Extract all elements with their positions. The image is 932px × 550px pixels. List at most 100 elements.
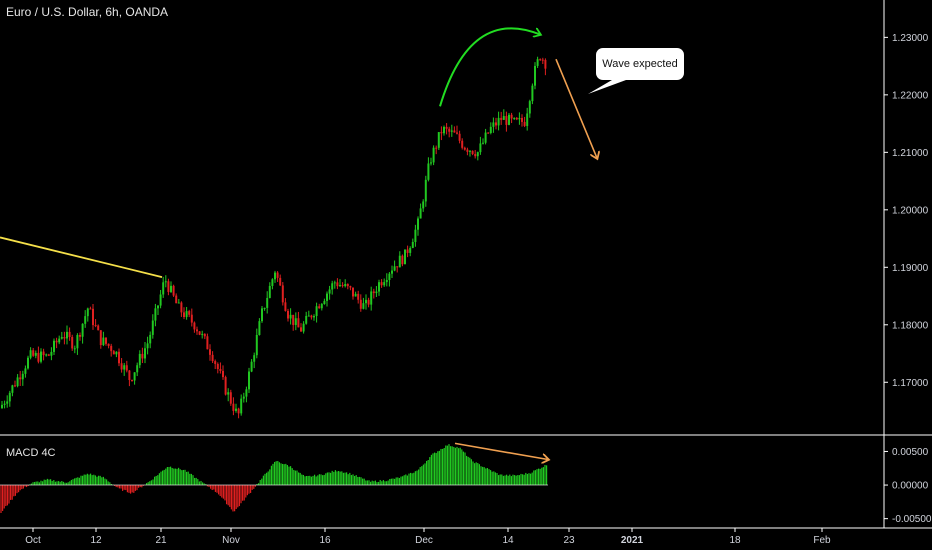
candle-body bbox=[81, 323, 84, 337]
candle-body bbox=[53, 340, 55, 352]
candle-body bbox=[185, 311, 188, 318]
candle-body bbox=[305, 315, 308, 324]
candle-body bbox=[133, 372, 136, 381]
candle-body bbox=[201, 333, 204, 335]
candle-body bbox=[352, 287, 354, 297]
candle-body bbox=[115, 351, 118, 355]
candle-body bbox=[151, 320, 154, 335]
candle-body bbox=[183, 312, 185, 318]
candle-body bbox=[263, 307, 266, 309]
candle-body bbox=[417, 218, 419, 230]
candle-body bbox=[219, 369, 222, 371]
candle-body bbox=[497, 117, 500, 126]
candle-body bbox=[203, 333, 206, 337]
candle-body bbox=[367, 299, 370, 305]
candle-body bbox=[27, 357, 29, 369]
candle-body bbox=[159, 294, 162, 306]
candle-body bbox=[235, 408, 237, 411]
candle-body bbox=[424, 179, 427, 202]
candle-body bbox=[474, 154, 477, 157]
candle-body bbox=[515, 117, 518, 120]
candle-body bbox=[287, 310, 289, 319]
candle-body bbox=[125, 365, 128, 371]
time-tick-label: 2021 bbox=[621, 535, 644, 546]
candle-body bbox=[456, 132, 458, 134]
candle-body bbox=[94, 325, 97, 327]
candle-body bbox=[97, 325, 100, 331]
price-tick-label: 1.21000 bbox=[892, 148, 929, 159]
candle-body bbox=[180, 302, 183, 313]
candle-body bbox=[372, 291, 375, 294]
candle-body bbox=[313, 316, 315, 318]
candle-body bbox=[396, 266, 399, 268]
candle-body bbox=[268, 285, 271, 298]
candle-body bbox=[175, 295, 178, 304]
candle-body bbox=[310, 315, 313, 318]
time-tick-label: 14 bbox=[502, 535, 514, 546]
candle-body bbox=[510, 114, 513, 119]
candle-body bbox=[167, 281, 170, 292]
candle-body bbox=[240, 398, 243, 414]
candle-body bbox=[21, 373, 24, 380]
candle-body bbox=[146, 343, 149, 349]
candle-body bbox=[177, 302, 180, 304]
candle-body bbox=[8, 392, 11, 402]
candle-body bbox=[300, 327, 302, 332]
time-tick-label: Oct bbox=[25, 535, 41, 546]
candle-body bbox=[99, 330, 102, 346]
candle-body bbox=[414, 229, 417, 242]
candle-body bbox=[34, 352, 37, 356]
macd-tick-label: -0.00500 bbox=[892, 514, 932, 525]
candle-body bbox=[227, 392, 230, 395]
candle-body bbox=[398, 255, 401, 268]
candle-body bbox=[281, 285, 284, 303]
candle-body bbox=[63, 337, 66, 339]
candle-body bbox=[432, 147, 435, 163]
candle-body bbox=[266, 297, 269, 308]
candle-body bbox=[141, 353, 144, 359]
candle-body bbox=[68, 331, 71, 337]
candle-body bbox=[500, 117, 503, 120]
candle-body bbox=[73, 348, 76, 350]
candle-body bbox=[29, 350, 32, 358]
macd-histogram bbox=[0, 444, 548, 514]
candle-body bbox=[131, 380, 133, 382]
candle-body bbox=[128, 370, 131, 381]
candle-body bbox=[362, 303, 365, 309]
candle-body bbox=[536, 59, 539, 66]
candle-body bbox=[437, 132, 440, 148]
candle-body bbox=[242, 396, 245, 399]
candle-body bbox=[354, 293, 357, 297]
candle-body bbox=[341, 285, 344, 287]
candle-body bbox=[544, 59, 547, 69]
macd-divergence-arrow bbox=[454, 442, 548, 459]
candle-body bbox=[502, 116, 505, 120]
candle-body bbox=[222, 370, 224, 378]
callout-pointer bbox=[588, 80, 626, 94]
candle-body bbox=[320, 304, 323, 309]
candle-body bbox=[448, 128, 451, 132]
candle-body bbox=[479, 143, 482, 153]
candle-body bbox=[458, 133, 461, 141]
candle-body bbox=[253, 355, 256, 362]
time-tick-label: 23 bbox=[563, 535, 575, 546]
candle-body bbox=[206, 336, 209, 350]
candle-body bbox=[144, 348, 146, 359]
candle-body bbox=[14, 385, 16, 387]
price-tick-label: 1.19000 bbox=[892, 263, 929, 274]
candle-body bbox=[487, 132, 490, 134]
time-tick-label: Dec bbox=[415, 535, 433, 546]
candle-body bbox=[55, 340, 58, 343]
candle-body bbox=[495, 122, 497, 126]
candle-body bbox=[86, 308, 89, 317]
candle-body bbox=[409, 247, 412, 253]
candle-body bbox=[508, 114, 510, 125]
candle-body bbox=[427, 163, 430, 180]
trend-line bbox=[0, 236, 163, 278]
candle-body bbox=[110, 345, 113, 352]
candle-body bbox=[383, 282, 386, 286]
candle-body bbox=[279, 277, 282, 286]
candle-body bbox=[534, 65, 536, 86]
